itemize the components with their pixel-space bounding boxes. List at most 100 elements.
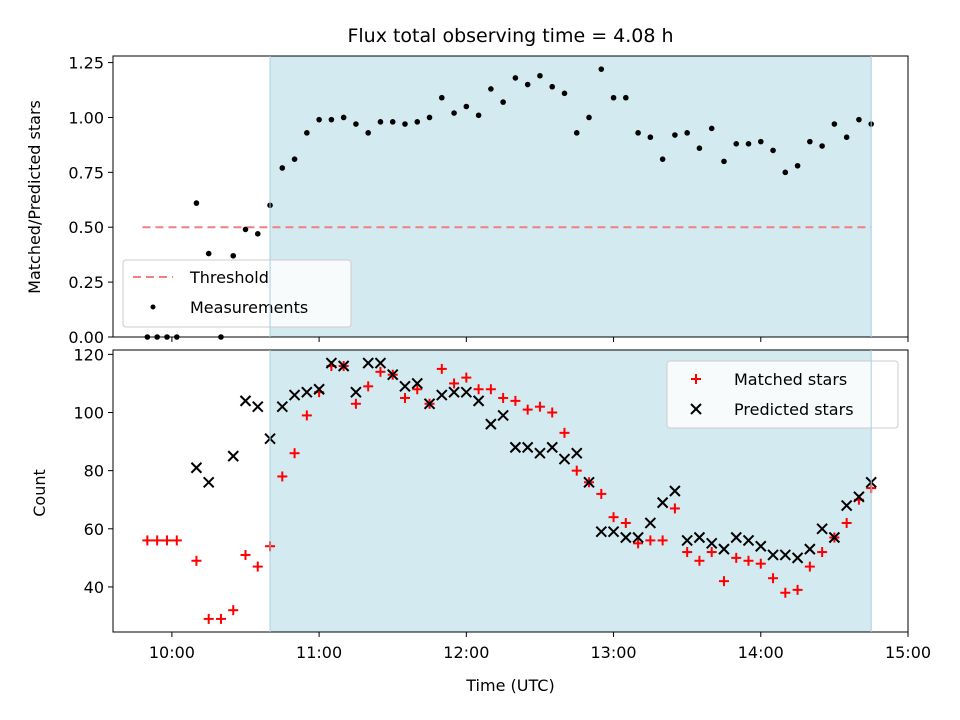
measurement-point [684,130,690,136]
x-axis-label: Time (UTC) [465,676,554,695]
legend-matched-swatch [691,374,701,384]
matched-star-point [547,407,558,418]
matched-star-point [534,401,545,412]
legend-measurements-swatch [150,304,156,310]
matched-star-point [608,512,619,523]
matched-star-point [301,410,312,421]
predicted-star-point [276,400,289,413]
measurement-point [365,130,371,136]
predicted-star-point [472,395,485,407]
measurement-point [537,72,543,79]
top-panel: 0.00 0.25 0.50 0.75 1.00 1.25 Flux total obse… [25,25,909,347]
bottom-y-tick-label: 80 [84,462,104,481]
matched-star-point [718,576,729,587]
matched-star-point [142,535,153,546]
top-y-ticks: 0.00 0.25 0.50 0.75 1.00 1.25 [68,54,113,347]
top-y-tick-label: 0.75 [68,163,104,182]
matched-star-point [461,372,472,383]
measurement-point [524,81,531,88]
measurement-point [328,116,335,123]
legend-predicted-label: Predicted stars [734,400,854,419]
matched-star-point [682,547,693,558]
predicted-star-point [791,552,804,564]
predicted-star-point [644,517,657,529]
matched-star-point [412,384,423,395]
top-shaded-span [270,56,872,337]
predicted-star-point [190,462,203,474]
bottom-x-tick-label: 10:00 [149,643,195,662]
predicted-star-point [350,386,362,398]
bottom-x-tick-label: 11:00 [296,643,342,662]
measurement-point [745,141,752,147]
matched-star-point [694,555,705,566]
measurement-point [389,119,396,125]
matched-star-point [203,613,214,624]
predicted-star-point [755,540,767,552]
bottom-x-tick-label: 15:00 [885,643,931,662]
predicted-star-point [693,531,706,544]
measurement-point [340,114,347,121]
measurement-point [438,94,445,101]
predicted-star-point [632,531,644,544]
measurement-point [672,132,678,138]
predicted-star-point [374,357,387,369]
predicted-star-point [202,476,215,488]
measurement-point [586,114,592,121]
measurement-point [807,138,813,145]
measurement-point [721,158,727,165]
matched-star-point [841,517,852,528]
matched-star-point [817,547,828,558]
bottom-legend-box [666,360,899,429]
matched-star-point [571,465,582,476]
bottom-plot-frame [112,349,909,633]
matched-star-point [780,587,791,598]
predicted-star-point [288,389,301,401]
predicted-star-point [534,447,546,459]
chart-title: Flux total observing time = 4.08 h [347,25,673,47]
matched-star-point [363,381,374,392]
matched-star-point [620,517,631,528]
top-y-tick-label: 1.00 [68,108,104,127]
bottom-x-ticks: 10:00 11:00 12:00 13:00 14:00 15:00 [149,632,931,662]
top-legend: Threshold Measurements [122,259,352,328]
predicted-star-point [497,409,509,422]
top-y-tick-label: 1.25 [68,54,104,73]
measurement-point [549,83,556,90]
legend-threshold-label: Threshold [189,268,269,287]
top-y-tick-label: 0.25 [68,273,104,292]
bottom-y-tick-label: 60 [84,520,104,539]
predicted-star-point [325,357,338,369]
predicted-star-point [828,531,841,544]
predicted-star-point [546,441,558,454]
measurement-point [831,121,838,127]
matched-star-point [559,427,570,438]
matched-star-point [350,398,361,409]
predicted-star-point [779,549,792,561]
matched-star-point [171,535,182,546]
predicted-star-point [460,386,473,398]
bottom-x-tick-label: 14:00 [738,643,784,662]
measurement-point [647,134,654,141]
bottom-y-ticks: 40 60 80 100 120 [73,345,113,597]
matched-star-point [485,384,496,395]
matched-star-point [633,538,644,549]
measurement-point [377,119,384,125]
predicted-star-point [252,400,264,413]
predicted-star-point [718,543,730,555]
predicted-star-point [411,377,423,390]
measurement-point [573,130,580,136]
predicted-star-point [595,525,607,538]
matched-star-point [436,363,447,374]
predicted-star-point [571,447,583,459]
matched-star-point [277,471,288,482]
predicted-star-point [448,386,460,398]
measurement-point [451,110,457,116]
matched-star-point [191,555,202,566]
measurement-point [463,103,470,110]
bottom-y-axis-label: Count [30,469,49,517]
measurement-point [794,162,801,169]
measurement-point [426,114,433,121]
measurement-point [843,134,850,141]
predicted-star-point [521,441,534,454]
